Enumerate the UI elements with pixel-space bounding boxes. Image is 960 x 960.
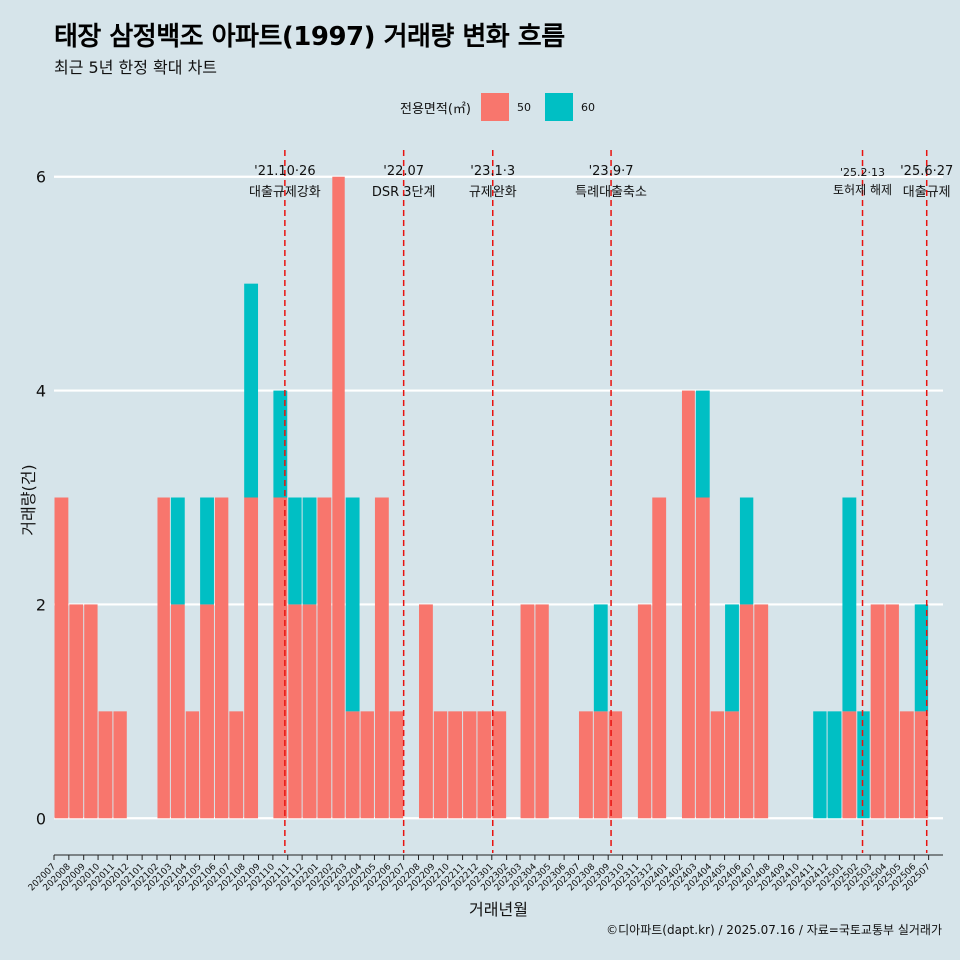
bar-50-2022-06 [389,711,404,819]
bar-50-2022-01 [317,497,332,819]
annotation-date: '21.10·26 [254,164,315,179]
bar-50-2023-01 [492,711,507,819]
bar-50-2021-04 [185,711,200,819]
bar-50-2025-05 [899,711,914,819]
bar-50-2022-05 [374,497,389,819]
bar-50-2022-02 [332,176,345,819]
legend-key-60 [544,93,573,121]
bar-50-2021-11 [288,604,302,819]
legend-label-50: 50 [516,100,531,114]
bar-50-2021-08 [244,497,259,819]
bar-50-2022-09 [433,711,448,819]
bar-60-2021-05 [200,497,214,605]
bar-50-2025-01 [842,711,857,819]
legend-title: 전용면적(㎡) [400,101,471,117]
bar-60-2022-03 [345,497,360,712]
bar-50-2020-11 [113,711,127,819]
bar-50-2022-12 [477,711,492,819]
chart-subtitle: 최근 5년 한정 확대 차트 [54,58,218,77]
y-axis-title: 거래량(건) [19,464,38,535]
bar-50-2024-03 [695,497,710,819]
bar-50-2024-06 [739,604,754,819]
bar-50-2023-09 [608,711,623,819]
legend: 전용면적(㎡) 50 60 [400,92,609,122]
bar-60-2025-02 [857,711,870,819]
bar-50-2022-10 [448,711,463,819]
bar-60-2021-10 [273,390,288,498]
annotation-label: 규제완화 [469,185,517,200]
bar-50-2024-07 [754,604,769,819]
annotation-date: '25.6·27 [900,164,953,179]
bar-60-2021-08 [244,283,259,498]
bar-60-2025-06 [914,604,929,712]
annotation-label: 대출규제 [903,185,951,200]
legend-label-60: 60 [580,100,595,114]
bar-50-2025-06 [914,711,929,819]
bar-60-2024-12 [827,711,842,819]
bar-50-2021-02 [157,497,170,819]
bar-60-2024-11 [813,711,827,819]
bar-50-2022-08 [419,604,433,819]
bar-60-2025-01 [842,497,857,712]
bar-50-2020-07 [54,497,69,819]
bar-50-2023-04 [535,604,549,819]
x-axis-title: 거래년월 [469,900,528,919]
bar-50-2024-05 [725,711,739,819]
chart-title: 태장 삼정백조 아파트(1997) 거래량 변화 흐름 [54,22,565,52]
y-tick-label: 0 [36,809,46,828]
bar-50-2020-09 [84,604,98,819]
bar-50-2021-05 [200,604,214,819]
annotation-label: 특례대출축소 [575,185,647,200]
bar-50-2020-08 [69,604,84,819]
annotation-label: 토허제 해제 [833,183,892,197]
y-tick-label: 2 [36,595,46,614]
legend-key-50 [480,93,509,121]
bar-50-2022-04 [360,711,374,819]
annotation-date: '23.9·7 [589,164,634,179]
bar-50-2024-02 [681,390,695,819]
bar-50-2021-03 [170,604,185,819]
bar-50-2023-12 [652,497,667,819]
bar-50-2022-03 [345,711,360,819]
bar-60-2023-08 [593,604,608,712]
bar-50-2023-07 [578,711,593,819]
bar-50-2021-12 [302,604,317,819]
bar-60-2024-03 [695,390,710,498]
annotation-label: DSR 3단계 [372,185,436,200]
bar-60-2021-12 [302,497,317,605]
bar-60-2021-03 [170,497,185,605]
bar-50-2023-11 [637,604,652,819]
bar-50-2023-08 [593,711,608,819]
source-caption: ©디아파트(dapt.kr) / 2025.07.16 / 자료=국토교통부 실… [606,923,942,937]
bar-50-2025-04 [885,604,899,819]
bar-50-2021-10 [273,497,288,819]
annotation-date: '25.2·13 [840,166,885,179]
bar-50-2020-10 [98,711,113,819]
bar-60-2024-05 [725,604,739,712]
bar-50-2025-03 [870,604,885,819]
y-tick-label: 6 [36,168,46,187]
annotation-date: '23.1·3 [470,164,515,179]
annotation-date: '22.07 [383,164,424,179]
bar-60-2021-11 [288,497,302,605]
bar-50-2022-11 [463,711,477,819]
bar-50-2021-06 [214,497,229,819]
annotation-label: 대출규제강화 [249,185,321,200]
bar-50-2021-07 [229,711,244,819]
bar-50-2023-03 [520,604,535,819]
bar-50-2024-04 [710,711,725,819]
bar-60-2024-06 [739,497,754,605]
y-tick-label: 4 [36,382,46,401]
